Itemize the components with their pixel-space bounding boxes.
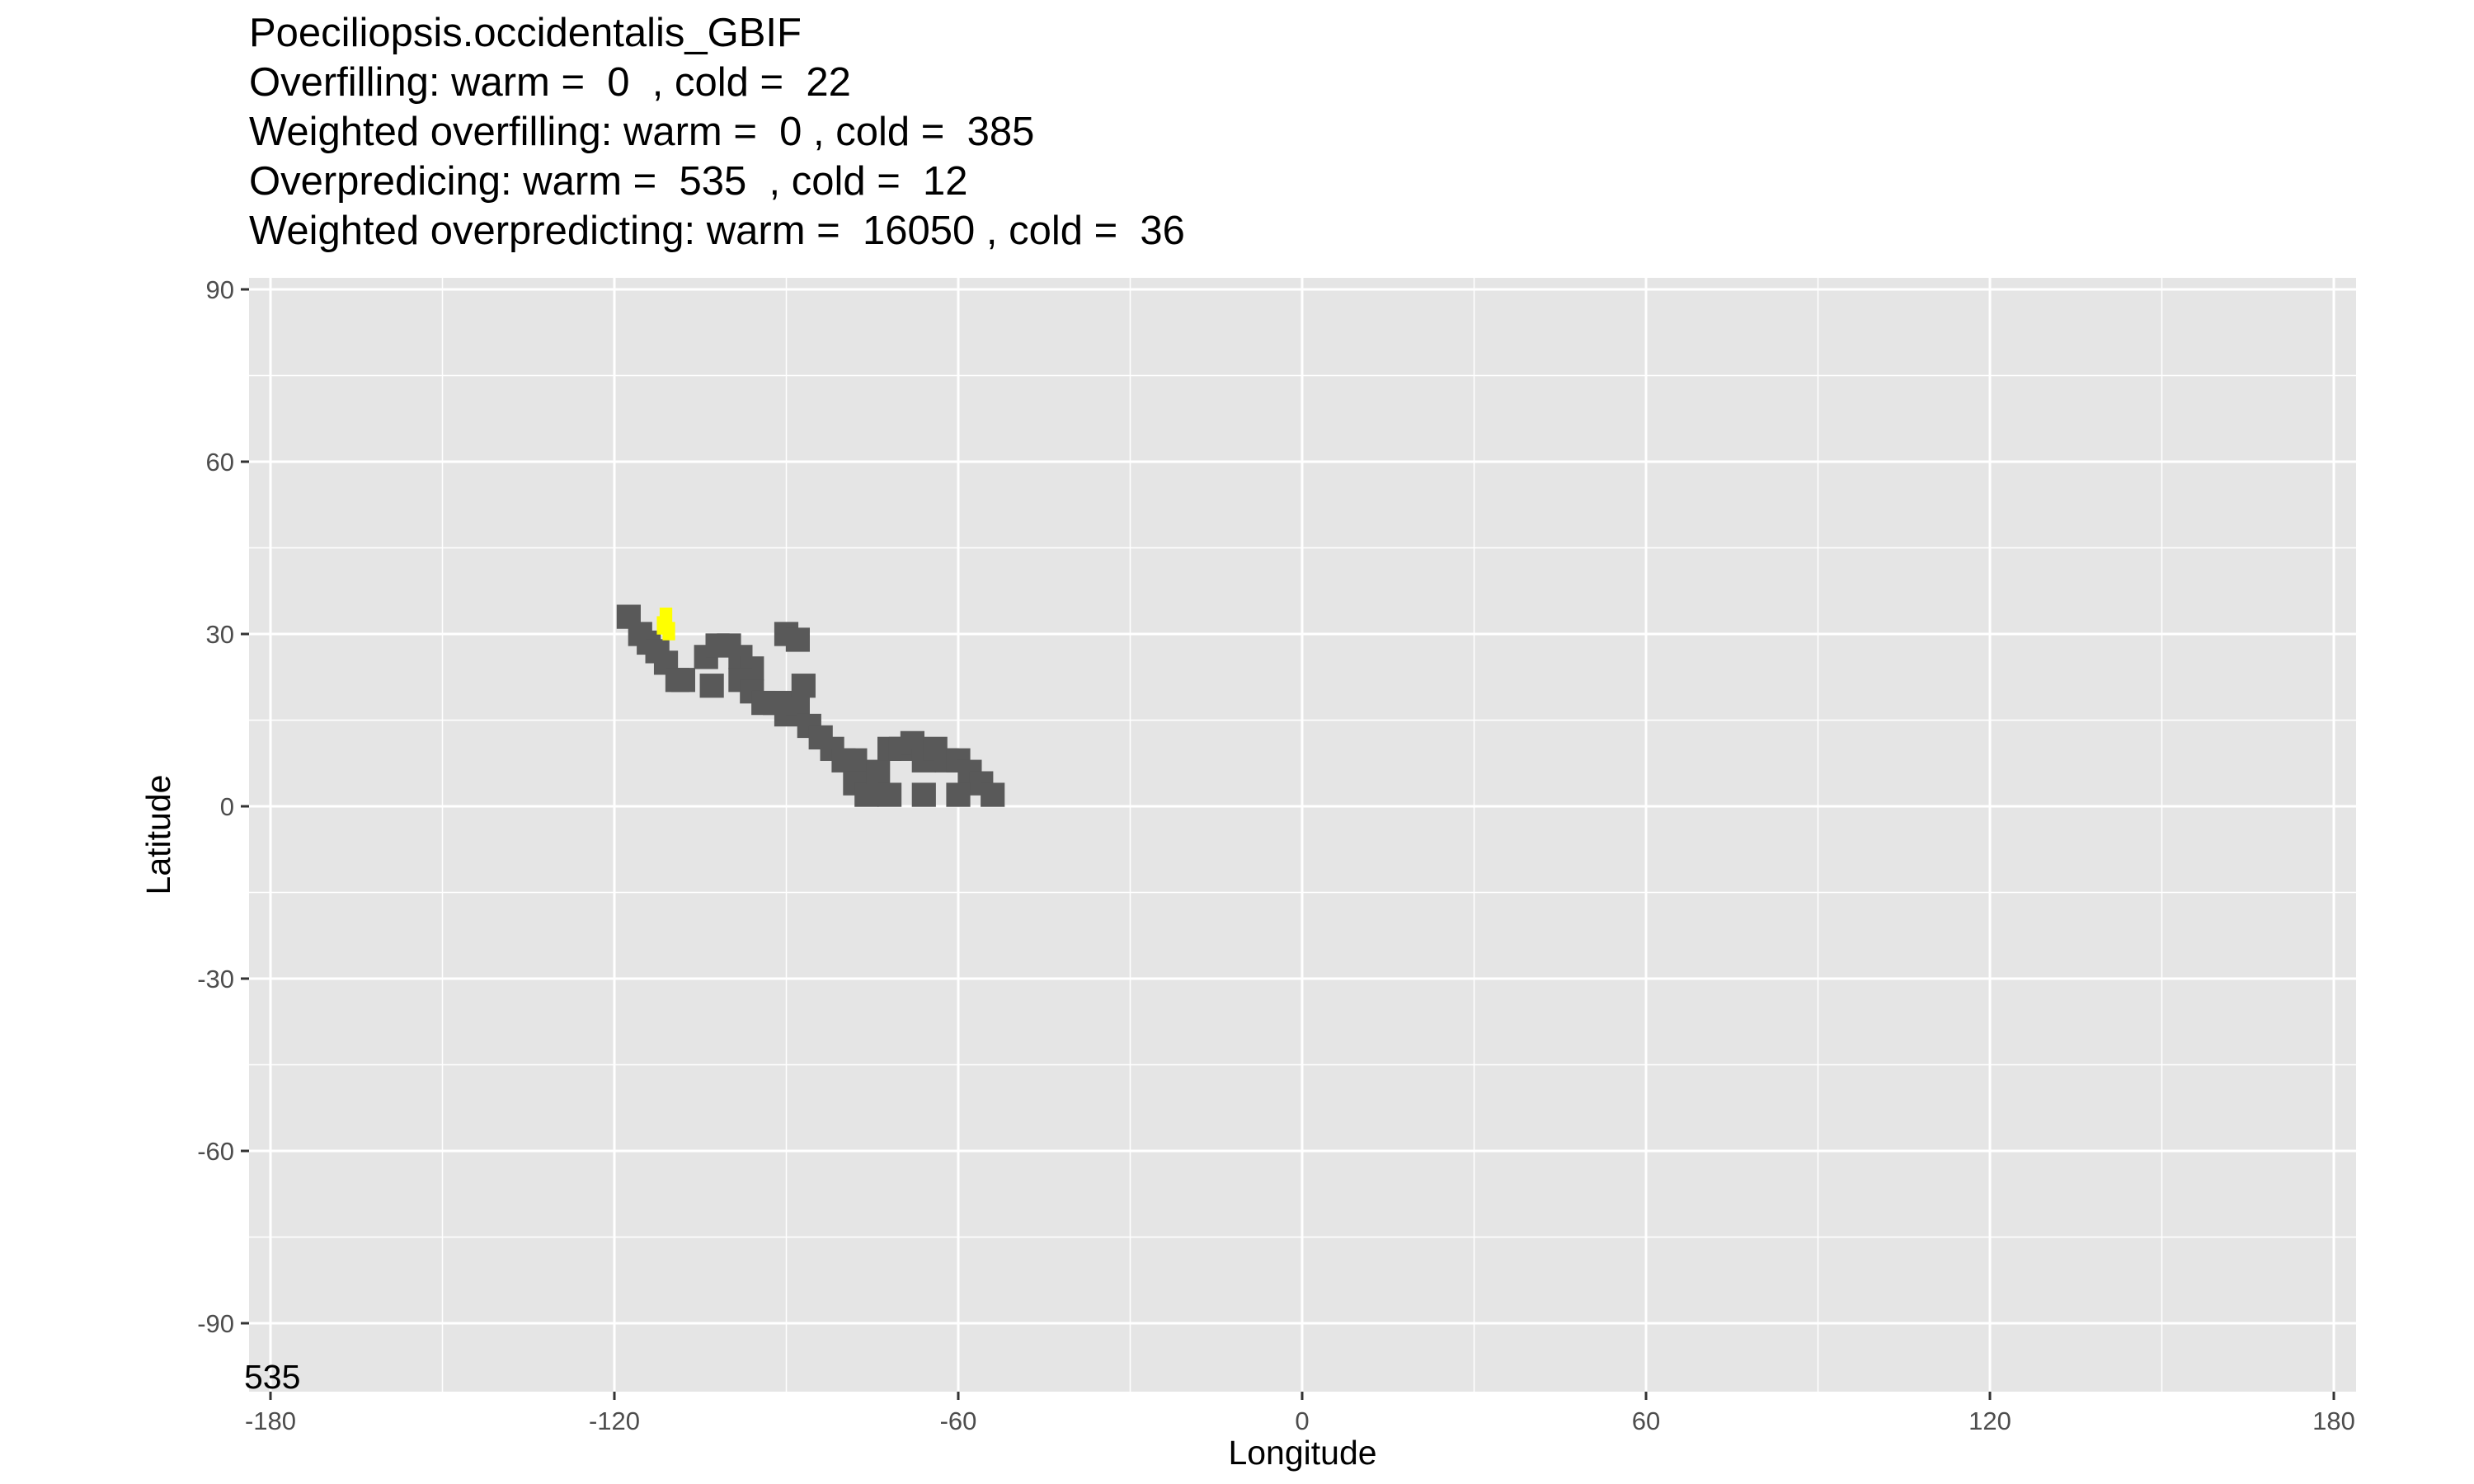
corner-value-label: 535 (244, 1358, 300, 1396)
y-tick-label: 90 (206, 275, 234, 304)
x-tick-label: 60 (1632, 1407, 1660, 1435)
y-tick-label: -30 (197, 965, 234, 993)
axes: -180 -120 -60 0 60 120 180 -90 -60 -30 0 30 60 90 (197, 275, 2355, 1435)
x-tick-label: 120 (1968, 1407, 2011, 1435)
range-cell (670, 668, 695, 693)
major-gridlines (249, 278, 2356, 1392)
range-cell (785, 627, 810, 652)
range-cell (946, 782, 971, 807)
range-cell (791, 674, 816, 698)
y-tick-label: -60 (197, 1137, 234, 1166)
x-axis-title: Longitude (1228, 1434, 1376, 1472)
weighted-overfilling-line: Weighted overfilling: warm = 0 , cold = … (249, 110, 1035, 154)
x-tick-label: 180 (2312, 1407, 2355, 1435)
weighted-overpredicting-line: Weighted overpredicting: warm = 16050 , … (249, 209, 1185, 253)
y-axis-title: Latitude (139, 775, 177, 895)
y-tick-label: 60 (206, 448, 234, 477)
range-cell (854, 782, 879, 807)
chart-title: Poeciliopsis.occidentalis_GBIF (249, 11, 802, 55)
occurrence-cell (662, 622, 675, 641)
title-block: Poeciliopsis.occidentalis_GBIF Overfilli… (249, 8, 1185, 256)
overpredicting-line: Overpredicing: warm = 535 , cold = 12 (249, 159, 968, 204)
occurrence-layer (656, 607, 675, 641)
x-tick-label: -180 (245, 1407, 296, 1435)
range-cell (699, 674, 724, 698)
y-tick-label: 0 (220, 792, 234, 821)
overfilling-line: Overfilling: warm = 0 , cold = 22 (249, 60, 851, 105)
x-tick-label: 0 (1295, 1407, 1309, 1435)
range-cell (981, 782, 1005, 807)
range-cell (866, 759, 891, 784)
range-cell (843, 748, 868, 773)
x-tick-label: -120 (589, 1407, 640, 1435)
y-tick-label: -90 (197, 1309, 234, 1338)
y-tick-label: 30 (206, 620, 234, 649)
range-cell (877, 782, 902, 807)
predicted-range-layer (616, 604, 1005, 807)
x-tick-label: -60 (940, 1407, 977, 1435)
range-cell (911, 782, 936, 807)
occurrence-cell (659, 607, 673, 627)
